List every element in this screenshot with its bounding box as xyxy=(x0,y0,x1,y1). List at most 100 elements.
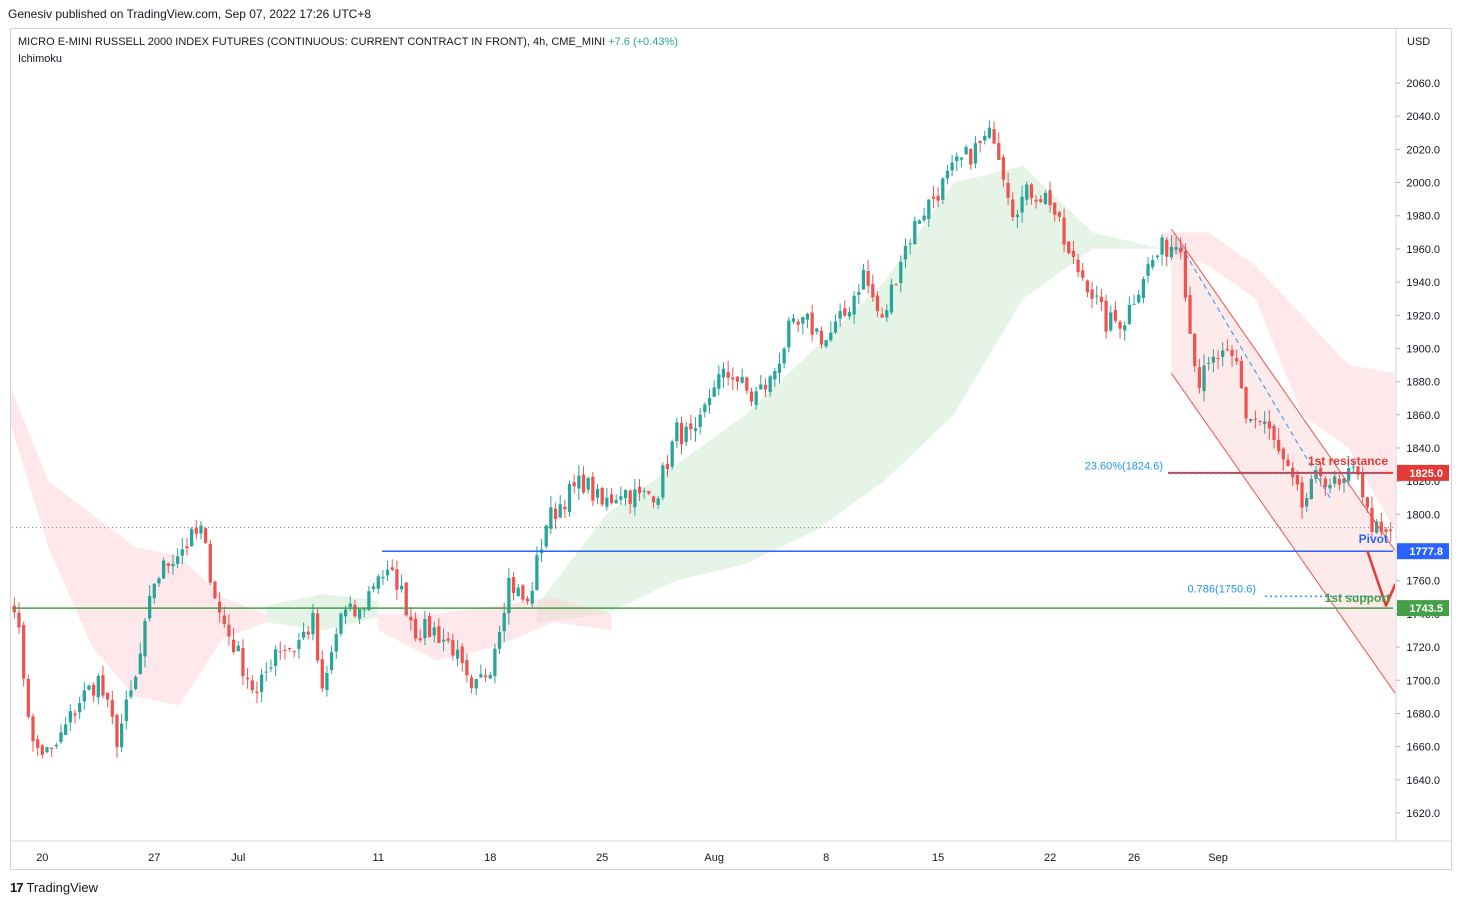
candle-body xyxy=(861,270,866,290)
publisher-credit: Genesiv published on TradingView.com, Se… xyxy=(8,7,372,21)
candle-body xyxy=(245,677,250,680)
candle-body xyxy=(1174,246,1178,250)
candle-body xyxy=(679,422,684,445)
level-price-tag: 1825.0 xyxy=(1409,468,1443,480)
y-tick-label: 1900.0 xyxy=(1406,343,1440,355)
candle-body xyxy=(31,716,35,742)
y-tick-label: 1800.0 xyxy=(1406,509,1440,521)
candle-body xyxy=(913,220,917,245)
candle-body xyxy=(171,563,175,567)
candle-body xyxy=(563,506,567,510)
candle-body xyxy=(115,714,119,748)
candle-body xyxy=(22,624,26,679)
y-tick-label: 1700.0 xyxy=(1406,675,1440,687)
candle-body xyxy=(978,140,982,143)
candle-body xyxy=(759,384,763,390)
candle-body xyxy=(315,613,320,661)
candle-body xyxy=(558,504,562,518)
candle-body xyxy=(1062,217,1066,245)
axes: 1620.01640.01660.01680.01700.01720.01740… xyxy=(11,29,1451,864)
level-text-1st-resistance: 1st resistance xyxy=(1308,454,1388,468)
candle-body xyxy=(101,675,105,696)
candle-body xyxy=(301,631,306,638)
candle-body xyxy=(619,496,623,500)
candle-body xyxy=(1249,419,1253,422)
candle-body xyxy=(1141,279,1146,298)
candle-body xyxy=(1258,420,1262,422)
candle-body xyxy=(45,747,49,752)
candle-body xyxy=(959,157,964,160)
candle-body xyxy=(339,613,343,634)
candle-body xyxy=(1169,246,1174,258)
candle-body xyxy=(371,586,376,589)
candle-body xyxy=(707,398,712,405)
candle-body xyxy=(1001,157,1006,180)
candle-body xyxy=(1155,255,1160,258)
candle-body xyxy=(152,583,156,599)
level-price-tag-bg xyxy=(1397,543,1449,560)
candle-body xyxy=(203,528,208,543)
x-tick-label: Sep xyxy=(1208,852,1228,864)
candle-body xyxy=(507,578,511,614)
fib-label-1: 0.786(1750.6) xyxy=(1188,583,1257,595)
y-tick-label: 1720.0 xyxy=(1406,642,1440,654)
candle-body xyxy=(1006,182,1010,198)
candle-body xyxy=(269,667,273,669)
candle-body xyxy=(409,616,413,621)
candle-body xyxy=(427,615,432,638)
candle-body xyxy=(684,426,688,442)
candle-body xyxy=(899,261,903,284)
candle-body xyxy=(805,313,810,320)
candle-body xyxy=(1165,239,1169,257)
candle-body xyxy=(502,613,506,632)
candle-body xyxy=(740,376,744,383)
candle-body xyxy=(423,618,427,639)
candle-body xyxy=(1356,466,1360,475)
candle-body xyxy=(1286,459,1290,467)
symbol-title: MICRO E-MINI RUSSELL 2000 INDEX FUTURES … xyxy=(18,36,678,48)
candle-body xyxy=(1193,333,1197,367)
tradingview-branding: 17 TradingView xyxy=(10,880,98,895)
candle-body xyxy=(320,659,324,689)
candle-body xyxy=(987,127,992,138)
candle-body xyxy=(241,648,245,677)
candle-body xyxy=(343,609,348,617)
candle-body xyxy=(922,215,926,221)
candle-body xyxy=(1365,497,1369,508)
candle-body xyxy=(1272,425,1276,441)
candle-body xyxy=(838,311,842,319)
candle-body xyxy=(1230,349,1234,356)
level-price-tag-bg xyxy=(1397,464,1449,481)
channel-fill xyxy=(1171,229,1395,694)
candle-body xyxy=(1160,237,1164,255)
candle-body xyxy=(1323,478,1327,487)
candle-body xyxy=(647,490,651,494)
candle-body xyxy=(1183,250,1188,298)
candle-body xyxy=(1342,478,1346,483)
candle-body xyxy=(754,391,758,405)
chart-frame[interactable] xyxy=(10,28,1452,870)
indicator-label[interactable]: Ichimoku xyxy=(18,53,63,65)
level-text-1st-support: 1st support xyxy=(1325,591,1390,605)
candle-body xyxy=(567,484,572,513)
y-tick-label: 1920.0 xyxy=(1406,310,1440,322)
candle-body xyxy=(819,330,824,345)
candle-body xyxy=(1263,421,1267,425)
candle-body xyxy=(675,422,679,442)
candle-body xyxy=(791,318,796,322)
projection-arrow xyxy=(1366,550,1395,607)
candle-body xyxy=(824,340,828,347)
candle-body xyxy=(483,675,488,678)
candle-body xyxy=(1361,471,1365,498)
candle-body xyxy=(1216,358,1220,360)
candle-body xyxy=(1057,212,1062,217)
candle-body xyxy=(381,577,385,579)
candle-body xyxy=(1333,476,1337,484)
candle-body xyxy=(1118,321,1122,329)
candle-body xyxy=(665,463,670,470)
candle-body xyxy=(1351,466,1355,468)
candle-body xyxy=(689,423,693,430)
candle-body xyxy=(418,638,422,641)
candle-body xyxy=(404,582,408,616)
